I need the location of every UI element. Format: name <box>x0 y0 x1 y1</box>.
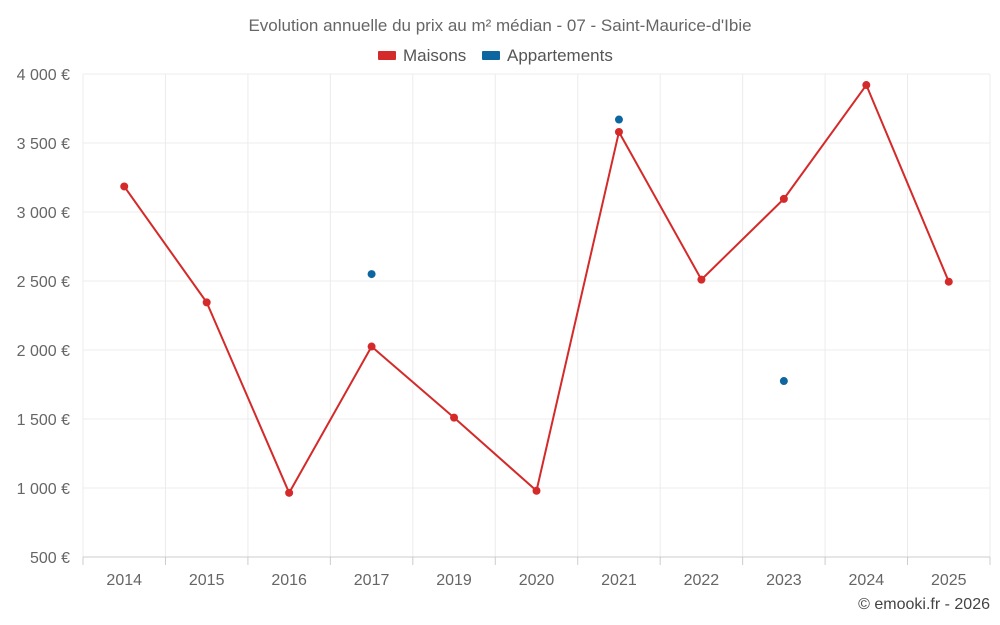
data-point-maisons-2019[interactable] <box>450 413 459 422</box>
y-tick-label: 500 € <box>30 550 70 567</box>
data-point-appartements-2023[interactable] <box>779 377 788 386</box>
legend-item-maisons[interactable]: Maisons <box>378 46 466 65</box>
data-point-maisons-2022[interactable] <box>697 275 706 284</box>
y-tick-label: 1 000 € <box>17 481 70 498</box>
legend-item-appartements[interactable]: Appartements <box>482 46 613 65</box>
y-tick-label: 2 000 € <box>17 343 70 360</box>
x-tick-label: 2024 <box>849 572 885 589</box>
series-appartements <box>367 115 788 386</box>
data-point-maisons-2025[interactable] <box>944 277 953 286</box>
data-point-maisons-2014[interactable] <box>120 182 129 191</box>
series-maisons <box>120 81 953 497</box>
y-tick-label: 1 500 € <box>17 412 70 429</box>
legend-label: Maisons <box>403 46 466 65</box>
data-point-appartements-2017[interactable] <box>367 270 376 279</box>
data-point-maisons-2024[interactable] <box>862 81 871 90</box>
chart-legend: Maisons Appartements <box>378 46 613 65</box>
x-tick-label: 2017 <box>354 572 390 589</box>
series-layer <box>120 81 953 497</box>
data-point-maisons-2015[interactable] <box>202 298 211 307</box>
y-tick-label: 3 000 € <box>17 205 70 222</box>
x-tick-label: 2014 <box>106 572 142 589</box>
legend-swatch <box>482 51 500 60</box>
data-point-maisons-2017[interactable] <box>367 342 376 351</box>
x-tick-label: 2022 <box>684 572 720 589</box>
data-point-maisons-2020[interactable] <box>532 486 541 495</box>
credit-text: © emooki.fr - 2026 <box>858 596 990 613</box>
y-tick-label: 2 500 € <box>17 274 70 291</box>
x-tick-label: 2023 <box>766 572 802 589</box>
y-tick-label: 3 500 € <box>17 136 70 153</box>
x-tick-label: 2019 <box>436 572 472 589</box>
data-point-maisons-2016[interactable] <box>285 488 294 497</box>
y-axis-ticks: 500 € 1 000 € 1 500 € 2 000 € 2 500 € 3 000 €… <box>17 67 70 567</box>
y-gridlines <box>83 73 990 489</box>
x-tick-label: 2025 <box>931 572 967 589</box>
x-tick-label: 2020 <box>519 572 555 589</box>
chart-title: Evolution annuelle du prix au m² médian … <box>248 16 751 35</box>
x-tick-label: 2021 <box>601 572 637 589</box>
x-tick-label: 2015 <box>189 572 225 589</box>
x-tick-label: 2016 <box>271 572 307 589</box>
data-point-maisons-2023[interactable] <box>779 194 788 203</box>
legend-swatch <box>378 51 396 60</box>
x-gridlines <box>82 74 991 557</box>
data-point-maisons-2021[interactable] <box>614 127 623 136</box>
y-tick-label: 4 000 € <box>17 67 70 84</box>
data-point-appartements-2021[interactable] <box>614 115 623 124</box>
x-axis-ticks: 2014 2015 2016 2017 2019 2020 2021 2022 2023 2024… <box>82 557 991 589</box>
legend-label: Appartements <box>507 46 613 65</box>
